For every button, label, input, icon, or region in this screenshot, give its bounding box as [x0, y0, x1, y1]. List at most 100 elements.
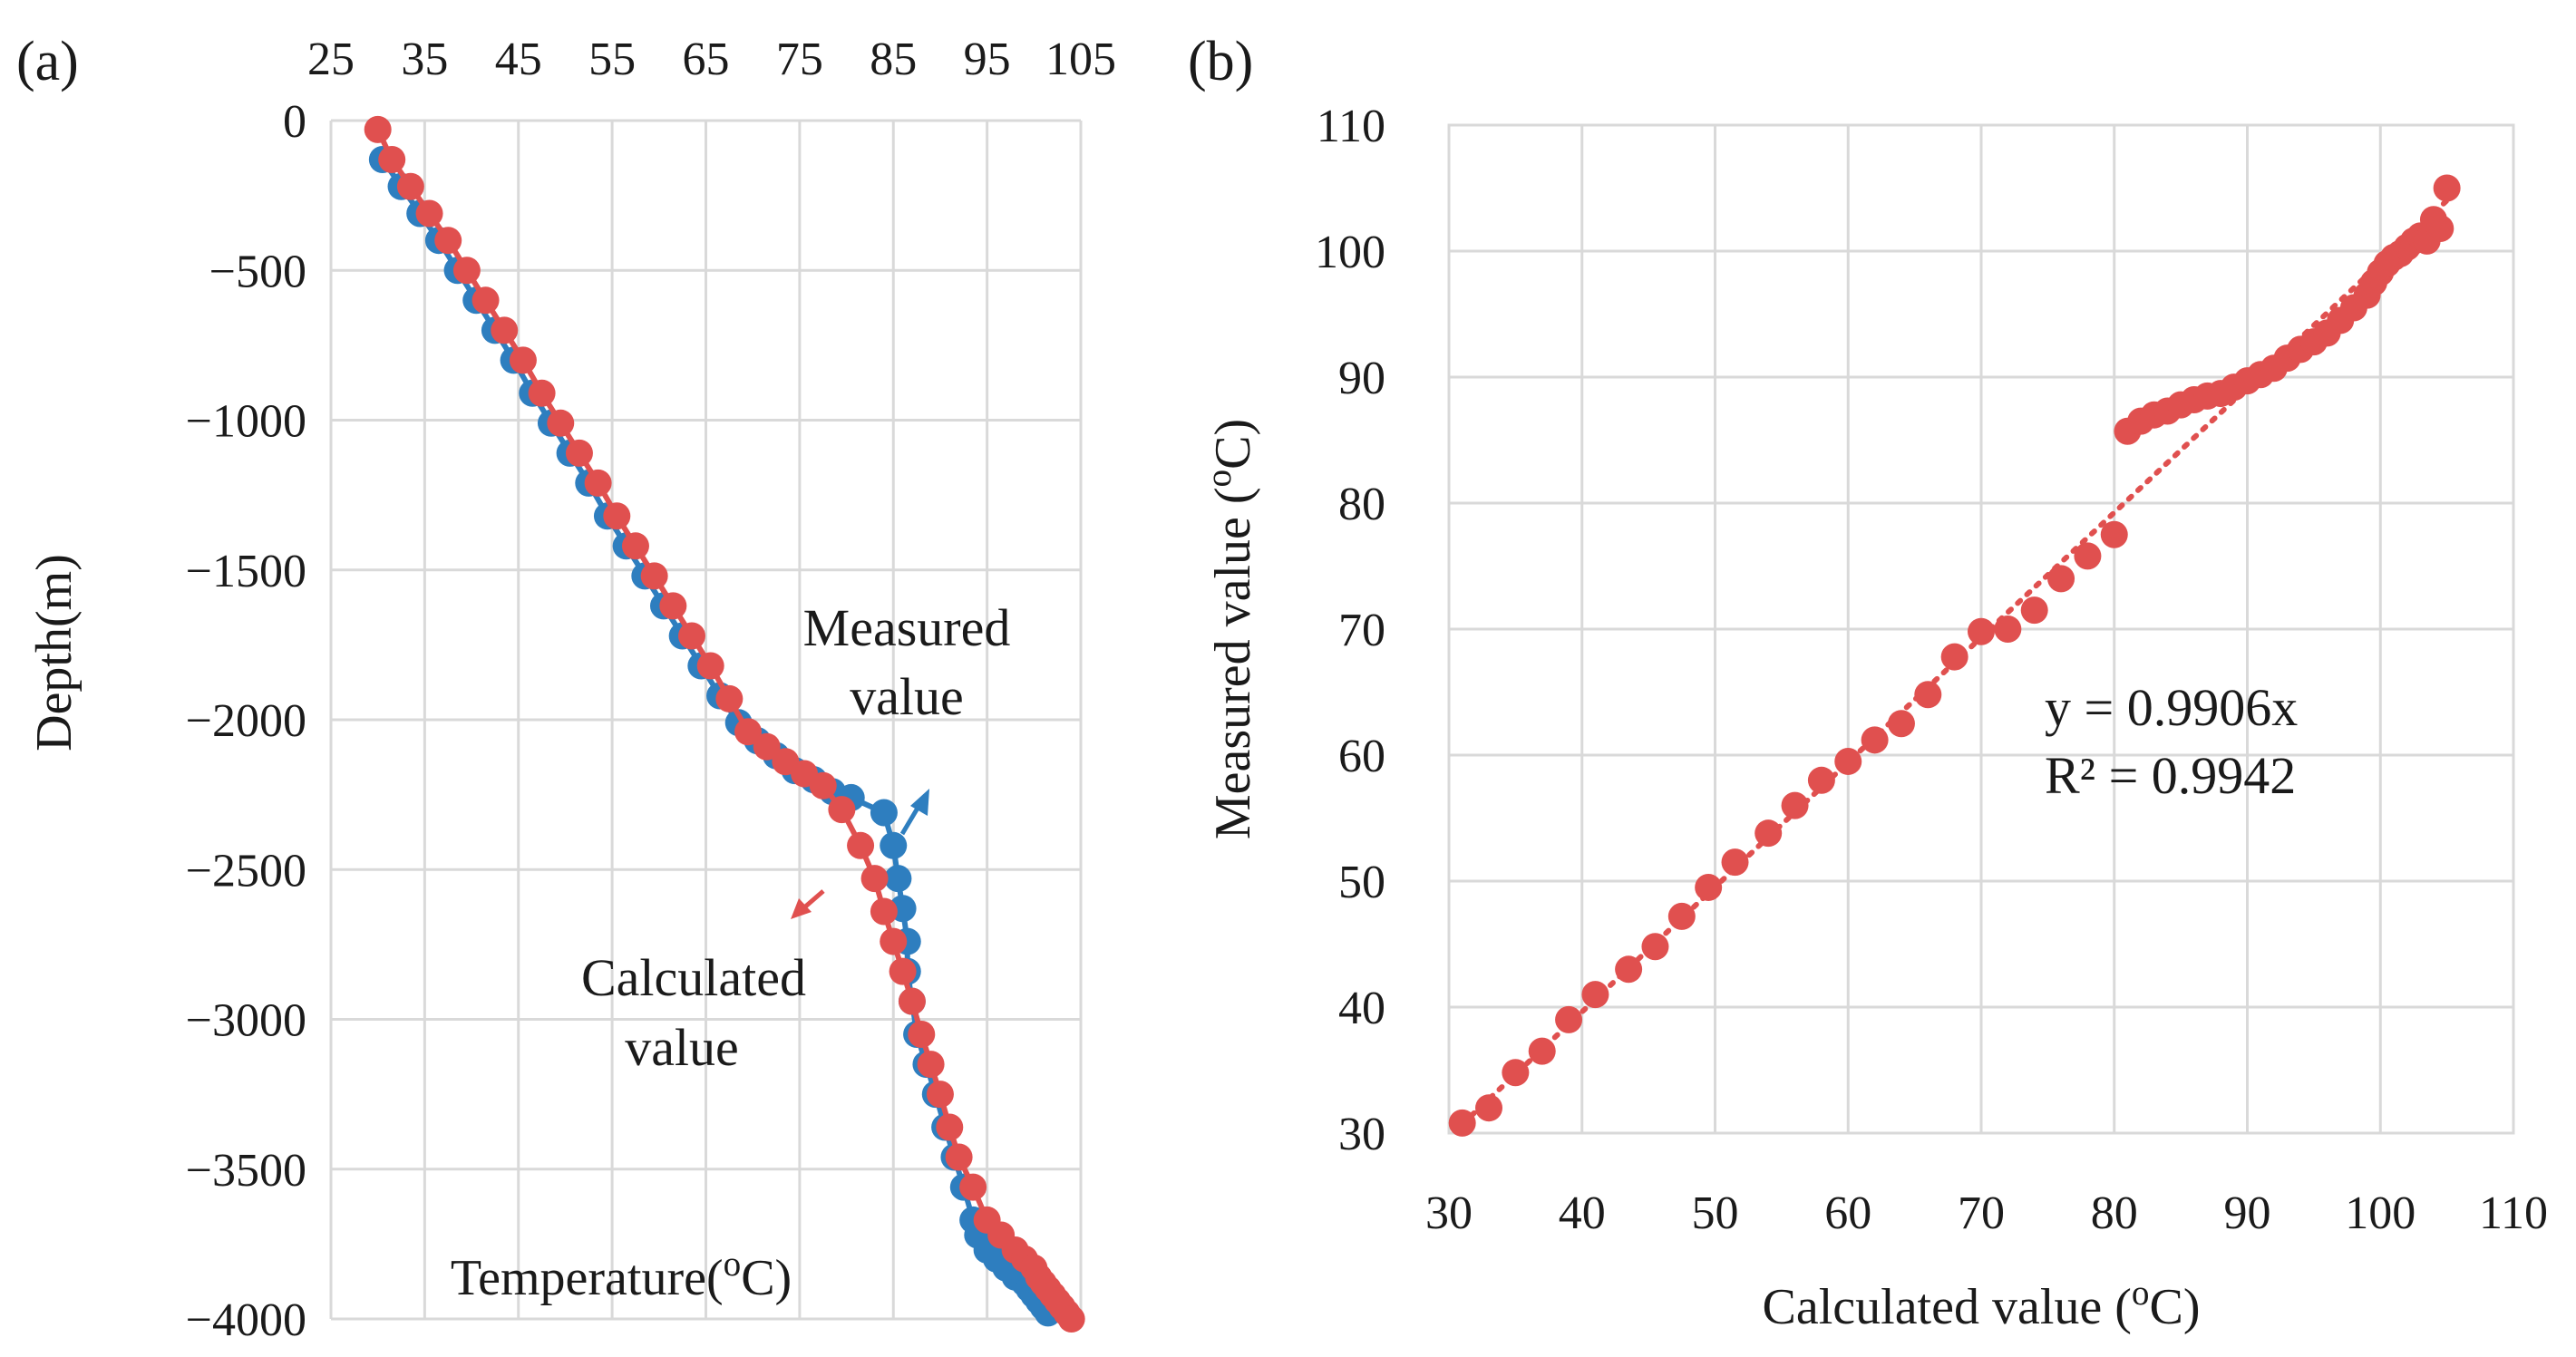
- calculated-label: value: [625, 1018, 739, 1077]
- data-point: [547, 409, 575, 437]
- data-point: [696, 652, 724, 680]
- data-point: [621, 532, 649, 560]
- data-point: [364, 115, 392, 143]
- data-point: [1807, 766, 1835, 794]
- data-point: [1781, 791, 1809, 819]
- panel-a-chart: 25 35 45 55 65 75 85 95 105 0 −500 −1000 −1500 −2000 −…: [16, 31, 1116, 1346]
- y-tick-label: 100: [1315, 227, 1385, 278]
- data-point: [880, 927, 908, 955]
- y-tick-label: 90: [1338, 353, 1385, 404]
- data-point: [870, 897, 898, 926]
- y-tick-label: 80: [1338, 479, 1385, 530]
- data-point: [584, 469, 612, 497]
- data-point: [396, 172, 424, 200]
- data-point: [491, 316, 519, 344]
- y-tick-label: 30: [1338, 1109, 1385, 1160]
- x-tick-label: 60: [1824, 1187, 1871, 1239]
- x-tick-label: 25: [307, 34, 355, 85]
- data-point: [1721, 848, 1749, 877]
- y-tick-label: −4000: [186, 1294, 306, 1346]
- x-tick-label: 35: [401, 34, 448, 85]
- y-tick-label: −2000: [186, 695, 306, 747]
- data-point: [889, 957, 917, 985]
- data-point: [2047, 565, 2075, 593]
- data-point: [1834, 747, 1862, 775]
- panel-label: (a): [16, 31, 79, 92]
- data-point: [471, 286, 500, 315]
- y-tick-label: −2500: [186, 845, 306, 897]
- panel-label: (b): [1188, 31, 1253, 92]
- x-tick-label: 30: [1425, 1187, 1473, 1239]
- data-point: [936, 1113, 964, 1141]
- data-point: [452, 257, 481, 285]
- measured-arrowhead: [910, 789, 929, 816]
- data-point: [1528, 1037, 1556, 1065]
- x-tick-label: 50: [1692, 1187, 1739, 1239]
- x-tick-label: 45: [495, 34, 542, 85]
- data-point: [959, 1173, 987, 1201]
- data-point: [753, 732, 781, 761]
- y-tick-label: 60: [1338, 731, 1385, 782]
- y-tick-label: −1000: [186, 396, 306, 448]
- x-tick-label: 90: [2224, 1187, 2271, 1239]
- data-point: [1887, 710, 1915, 738]
- data-point: [640, 562, 668, 590]
- calculated-arrowhead: [791, 898, 812, 919]
- data-point: [908, 1021, 936, 1049]
- data-point: [1581, 981, 1609, 1009]
- y-tick-label: −1500: [186, 546, 306, 597]
- calculated-arrow: [802, 889, 825, 910]
- data-point: [1968, 617, 1995, 645]
- data-point: [378, 145, 406, 173]
- data-point: [509, 346, 537, 374]
- regression-equation: y = 0.9906x: [2045, 678, 2298, 737]
- x-axis-title: Temperature(oC): [451, 1245, 792, 1307]
- x-tick-label: 65: [683, 34, 730, 85]
- data-point: [659, 592, 687, 620]
- data-point: [917, 1051, 945, 1079]
- data-point: [1475, 1094, 1503, 1122]
- data-point: [528, 379, 556, 407]
- data-point: [1641, 933, 1669, 961]
- data-point: [1057, 1305, 1085, 1333]
- y-tick-label: 110: [1317, 101, 1385, 152]
- data-point: [809, 771, 837, 800]
- data-point: [870, 799, 898, 827]
- data-point: [1667, 902, 1696, 930]
- x-tick-label: 40: [1559, 1187, 1606, 1239]
- x-tick-label: 80: [2091, 1187, 2138, 1239]
- data-point: [828, 796, 856, 824]
- y-tick-label: −3500: [186, 1145, 306, 1197]
- data-point: [2426, 214, 2454, 242]
- y-tick-label: −500: [209, 246, 306, 297]
- x-tick-label: 85: [870, 34, 917, 85]
- data-point: [2074, 542, 2102, 570]
- data-point: [1448, 1109, 1476, 1137]
- data-point: [1502, 1059, 1530, 1087]
- data-point: [2020, 596, 2048, 625]
- y-tick-label: 0: [283, 96, 306, 148]
- plot-frame: [1447, 123, 2515, 1135]
- data-point: [1861, 726, 1889, 754]
- data-point: [1695, 873, 1723, 901]
- x-tick-label: 75: [776, 34, 823, 85]
- data-point: [1914, 681, 1942, 709]
- data-point: [715, 684, 744, 712]
- data-point: [2100, 520, 2128, 548]
- data-point: [1994, 615, 2022, 643]
- data-point: [434, 227, 462, 255]
- data-point: [734, 718, 763, 746]
- x-tick-label: 100: [2345, 1187, 2416, 1239]
- x-axis-title: Calculated value (oC): [1763, 1274, 2201, 1336]
- data-point: [945, 1143, 973, 1171]
- data-point: [880, 831, 908, 859]
- data-point: [415, 199, 443, 228]
- measured-label: Measured: [803, 598, 1011, 657]
- data-point: [1755, 819, 1783, 848]
- data-point: [847, 831, 875, 859]
- y-axis-title: Depth(m): [26, 554, 83, 751]
- x-tick-label: 110: [2479, 1187, 2548, 1239]
- panel-b-chart: 30 40 50 60 70 80 90 100 110 30 40 50 60 70 80 90 100 110…: [1188, 31, 2548, 1335]
- x-tick-label: 55: [588, 34, 636, 85]
